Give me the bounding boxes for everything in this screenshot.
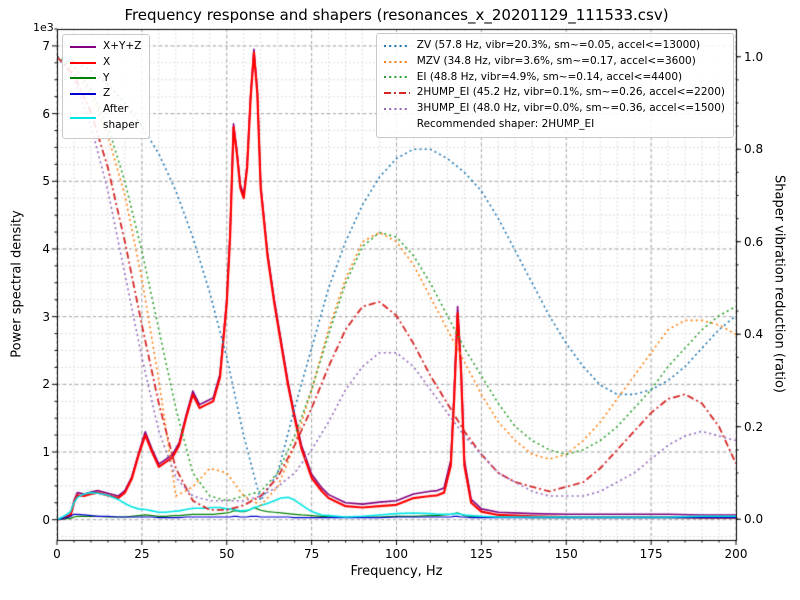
legend-recommended-shaper-note: Recommended shaper: 2HUMP_EI [416, 117, 595, 130]
legend-entry-x: X [69, 55, 141, 71]
y-right-tick-label: 0.8 [744, 142, 764, 157]
legend-entry-after-shaper: After shaper [69, 102, 141, 134]
legend-entry-label: EI (48.8 Hz, vibr=4.9%, sm~=0.14, accel<… [416, 70, 683, 83]
legend-entry-label: After shaper [103, 103, 140, 131]
y-left-tick-label: 6 [42, 106, 50, 121]
legend-psd: X+Y+Z X Y Z After shaper [62, 34, 151, 139]
x-tick-label: 100 [385, 547, 408, 561]
y-right-tick-label: 0.0 [744, 512, 764, 527]
y-right-tick-label: 1.0 [744, 49, 764, 64]
y-right-tick-label: 0.4 [744, 327, 764, 342]
y-left-tick-label: 4 [42, 241, 50, 256]
legend-entry-mzv: MZV (34.8 Hz, vibr=3.6%, sm~=0.17, accel… [383, 54, 725, 70]
y-right-tick-label: 0.2 [744, 419, 764, 434]
x-tick-label: 25 [134, 547, 150, 561]
legend-entry-label: 3HUMP_EI (48.0 Hz, vibr=0.0%, sm~=0.36, … [416, 102, 725, 114]
x-tick-label: 200 [724, 547, 748, 561]
y-right-tick-label: 0.6 [744, 234, 764, 249]
legend-entry-label: Y [103, 71, 110, 84]
y-left-tick-label: 2 [42, 377, 50, 392]
legend-line-swatch [383, 44, 410, 47]
legend-shapers: ZV (57.8 Hz, vibr=20.3%, sm~=0.05, accel… [375, 33, 734, 138]
legend-line-swatch [70, 116, 96, 119]
legend-line-swatch [383, 60, 410, 63]
legend-entry-label: X [103, 55, 111, 68]
y-axis-label-right: Shaper vibration reduction (ratio) [771, 175, 787, 393]
legend-line-swatch [70, 61, 96, 64]
legend-entry-label: MZV (34.8 Hz, vibr=3.6%, sm~=0.17, accel… [416, 54, 696, 67]
x-tick-label: 125 [469, 547, 493, 561]
y-axis-label-left: Power spectral density [9, 210, 25, 358]
y-left-tick-label: 3 [42, 309, 50, 324]
x-tick-label: 150 [554, 547, 578, 561]
legend-entry-2hump-ei: 2HUMP_EI (45.2 Hz, vibr=0.1%, sm~=0.26, … [383, 85, 725, 101]
legend-entry-label: ZV (57.8 Hz, vibr=20.3%, sm~=0.05, accel… [416, 39, 701, 51]
y-left-tick-label: 0 [42, 512, 50, 527]
legend-entry-zv: ZV (57.8 Hz, vibr=20.3%, sm~=0.05, accel… [383, 38, 725, 54]
y-axis-offset-text: 1e3 [33, 21, 54, 34]
x-tick-label: 75 [303, 547, 320, 561]
x-tick-label: 50 [219, 547, 235, 561]
legend-line-swatch [70, 77, 96, 80]
figure-title: Frequency response and shapers (resonanc… [124, 6, 669, 24]
legend-entry-z: Z [69, 86, 141, 102]
legend-line-swatch [70, 93, 96, 96]
legend-line-swatch [70, 45, 96, 48]
legend-entry-3hump-ei: 3HUMP_EI (48.0 Hz, vibr=0.0%, sm~=0.36, … [383, 101, 725, 117]
legend-entry-label: X+Y+Z [103, 40, 142, 52]
x-tick-label: 0 [53, 547, 61, 561]
legend-line-swatch [383, 76, 410, 79]
legend-entry-ei: EI (48.8 Hz, vibr=4.9%, sm~=0.14, accel<… [383, 70, 725, 86]
legend-entry-x-y-z: X+Y+Z [69, 39, 141, 55]
legend-entry-label: Z [103, 87, 111, 100]
y-left-tick-label: 5 [42, 174, 50, 189]
legend-line-swatch [383, 92, 410, 95]
legend-entry-y: Y [69, 71, 141, 87]
legend-entry-label: 2HUMP_EI (45.2 Hz, vibr=0.1%, sm~=0.26, … [416, 86, 725, 99]
y-left-tick-label: 1 [42, 445, 50, 459]
x-tick-label: 175 [639, 547, 663, 561]
legend-line-swatch [383, 107, 410, 110]
y-left-tick-label: 7 [42, 38, 50, 53]
x-axis-label: Frequency, Hz [350, 564, 443, 579]
